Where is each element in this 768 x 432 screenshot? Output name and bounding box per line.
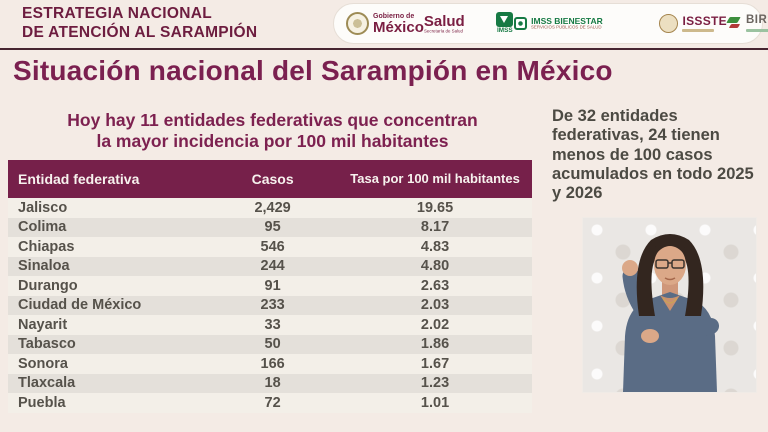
table-row: Colima 95 8.17: [8, 217, 532, 237]
cell-tasa: 1.67: [420, 355, 450, 372]
table-row: Puebla 72 1.01: [8, 393, 532, 413]
side-note: De 32 entidades federativas, 24 tienen m…: [552, 107, 754, 203]
table-body: Jalisco 2,429 19.65 Colima 95 8.17 Chiap…: [8, 198, 532, 413]
imss-bienestar-label: IMSS BIENESTAR: [531, 15, 603, 26]
page-title: Situación nacional del Sarampión en Méxi…: [13, 55, 613, 86]
imss-label: IMSS: [496, 26, 513, 34]
issste-emblem-icon: [659, 14, 679, 33]
header-divider: [0, 48, 768, 50]
cell-tasa: 2.03: [420, 297, 450, 314]
cell-entidad: Tabasco: [18, 336, 76, 353]
birmex-sub-bar: [745, 28, 768, 32]
cell-tasa: 2.02: [420, 316, 450, 333]
cell-tasa: 4.83: [420, 238, 450, 255]
table-row: Sinaloa 244 4.80: [8, 256, 532, 276]
subtitle-line1: Hoy hay 11 entidades federativas que con…: [67, 110, 478, 130]
table-row: Durango 91 2.63: [8, 276, 532, 296]
table-row: Nayarit 33 2.02: [8, 315, 532, 335]
cell-entidad: Tlaxcala: [18, 375, 76, 392]
interpreter-illustration: [622, 234, 719, 392]
birmex-label: BIRMEX: [745, 14, 768, 27]
cell-casos: 95: [264, 219, 281, 236]
program-title: ESTRATEGIA NACIONAL DE ATENCIÓN AL SARAM…: [22, 4, 257, 43]
cell-entidad: Ciudad de México: [18, 297, 142, 314]
imss-bienestar-sub-label: SERVICIOS PÚBLICOS DE SALUD: [531, 24, 602, 30]
imss-eagle-icon: [495, 12, 513, 27]
cell-casos: 50: [264, 336, 281, 353]
birmex-leaf-icon: [726, 17, 742, 30]
cell-casos: 18: [264, 375, 281, 392]
salud-sub-label: Secretaría de Salud: [423, 27, 463, 33]
column-header-tasa: Tasa por 100 mil habitantes: [350, 170, 520, 186]
cell-entidad: Nayarit: [18, 316, 68, 333]
cell-tasa: 8.17: [420, 219, 450, 236]
cell-casos: 33: [264, 316, 281, 333]
cell-entidad: Durango: [18, 277, 78, 294]
program-title-line2: DE ATENCIÓN AL SARAMPIÓN: [22, 24, 258, 42]
table-row: Tabasco 50 1.86: [8, 334, 532, 354]
cell-tasa: 2.63: [420, 277, 450, 294]
cell-entidad: Sinaloa: [18, 258, 70, 275]
cell-tasa: 1.23: [420, 375, 450, 392]
logo-imss-bienestar: IMSS BIENESTAR SERVICIOS PÚBLICOS DE SAL…: [514, 17, 659, 31]
logo-imss: IMSS: [495, 12, 515, 35]
logo-issste: ISSSTE: [659, 14, 727, 33]
cell-casos: 2,429: [254, 199, 291, 216]
subtitle-line2: la mayor incidencia por 100 mil habitant…: [96, 130, 449, 151]
imss-bienestar-icon: [514, 17, 528, 30]
logo-strip: Gobierno de México Salud Secretaría de S…: [333, 3, 768, 44]
gobierno-top-label: Gobierno de: [373, 12, 415, 20]
cell-casos: 72: [264, 394, 281, 411]
table-row: Chiapas 546 4.83: [8, 237, 532, 257]
table-row: Sonora 166 1.67: [8, 354, 532, 374]
column-header-casos: Casos: [251, 171, 294, 187]
table-header-row: Entidad federativa Casos Tasa por 100 mi…: [8, 160, 532, 198]
cell-tasa: 1.86: [420, 336, 450, 353]
table-row: Tlaxcala 18 1.23: [8, 373, 532, 393]
cell-entidad: Chiapas: [18, 238, 75, 255]
cell-entidad: Sonora: [18, 355, 68, 372]
cell-casos: 546: [260, 238, 285, 255]
incidence-table: Entidad federativa Casos Tasa por 100 mi…: [8, 160, 532, 413]
cell-entidad: Colima: [18, 219, 67, 236]
issste-sub-bar: [682, 29, 715, 32]
cell-tasa: 19.65: [416, 199, 454, 216]
cell-casos: 91: [264, 277, 281, 294]
cell-tasa: 1.01: [420, 394, 450, 411]
cell-casos: 233: [260, 297, 285, 314]
logo-birmex: BIRMEX: [726, 14, 768, 32]
logo-salud: Salud Secretaría de Salud: [424, 14, 495, 34]
mexico-eagle-emblem-icon: [346, 12, 369, 35]
column-header-entidad: Entidad federativa: [18, 171, 140, 187]
table-row: Jalisco 2,429 19.65: [8, 198, 532, 218]
cell-casos: 244: [260, 258, 285, 275]
sign-language-interpreter-video: [583, 218, 756, 392]
cell-casos: 166: [260, 355, 285, 372]
cell-entidad: Jalisco: [18, 199, 68, 216]
table-row: Ciudad de México 233 2.03: [8, 295, 532, 315]
cell-entidad: Puebla: [18, 394, 66, 411]
salud-label: Salud: [423, 12, 465, 30]
program-title-line1: ESTRATEGIA NACIONAL: [22, 5, 212, 22]
cell-tasa: 4.80: [420, 258, 450, 275]
logo-gobierno-de-mexico: Gobierno de México: [346, 12, 424, 35]
gobierno-name-label: México: [373, 18, 424, 36]
issste-label: ISSSTE: [682, 14, 727, 28]
table-subtitle: Hoy hay 11 entidades federativas que con…: [0, 110, 545, 151]
